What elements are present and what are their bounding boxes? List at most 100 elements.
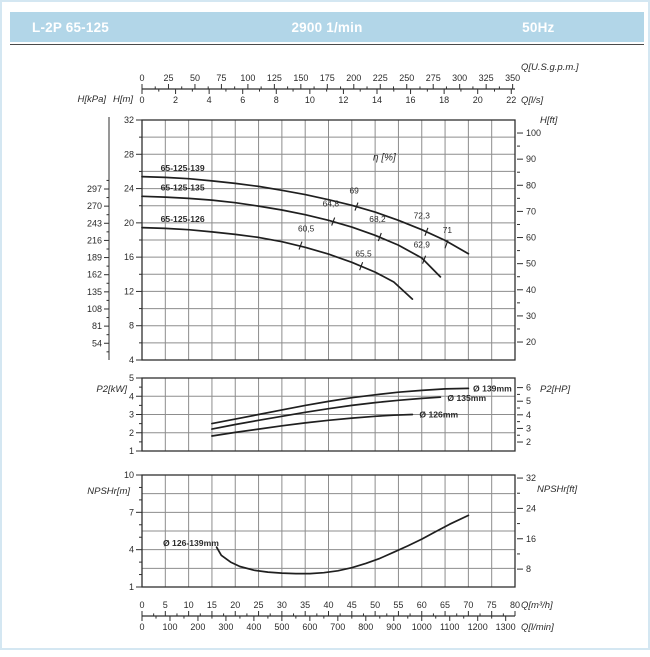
svg-text:800: 800 xyxy=(358,622,373,632)
svg-text:250: 250 xyxy=(399,73,414,83)
pump-model: L-2P 65-125 xyxy=(32,19,109,35)
axis-label-npshr-ft: NPSHr[ft] xyxy=(537,484,577,495)
axis-label-hft: H[ft] xyxy=(540,115,558,126)
svg-text:200: 200 xyxy=(346,73,361,83)
svg-text:32: 32 xyxy=(526,473,536,483)
svg-text:189: 189 xyxy=(87,253,102,263)
efficiency-tick xyxy=(298,241,303,250)
svg-text:60: 60 xyxy=(526,233,536,243)
curve-label--135mm: Ø 135mm xyxy=(447,393,486,403)
svg-text:4: 4 xyxy=(526,410,531,420)
svg-text:500: 500 xyxy=(274,622,289,632)
svg-text:4: 4 xyxy=(129,545,134,555)
curve-65-125-135 xyxy=(141,195,442,278)
svg-text:24: 24 xyxy=(124,184,134,194)
svg-text:4: 4 xyxy=(207,95,212,105)
efficiency-tick xyxy=(359,261,364,271)
svg-text:4: 4 xyxy=(129,391,134,401)
svg-text:75: 75 xyxy=(487,600,497,610)
svg-text:1: 1 xyxy=(129,446,134,456)
top-flow-ruler: 0 25 50 75 100 125 150 175 200 225 250 275 300 325 350… xyxy=(139,62,578,106)
svg-text:80: 80 xyxy=(526,180,536,190)
svg-text:12: 12 xyxy=(338,95,348,105)
svg-text:200: 200 xyxy=(190,622,205,632)
svg-text:4: 4 xyxy=(129,355,134,365)
svg-text:1100: 1100 xyxy=(440,622,459,632)
axis-label-lmin: Q[l/min] xyxy=(521,622,554,633)
curve--126mm xyxy=(211,413,414,437)
efficiency-label: 65,5 xyxy=(355,248,372,258)
svg-text:16: 16 xyxy=(406,95,416,105)
svg-text:5: 5 xyxy=(129,373,134,383)
svg-text:7: 7 xyxy=(129,507,134,517)
bottom-flow-ruler: 0 5 10 15 20 25 30 35 40 45 50 55 60 65 70 75 80 Q[m³/h] 0… xyxy=(139,600,554,633)
efficiency-label: 60,5 xyxy=(298,223,315,233)
svg-text:1: 1 xyxy=(129,582,134,592)
svg-text:16: 16 xyxy=(526,534,536,544)
svg-text:108: 108 xyxy=(87,304,102,314)
efficiency-label: 62,9 xyxy=(414,240,431,250)
efficiency-tick xyxy=(377,232,382,242)
curve--139mm xyxy=(211,387,470,425)
svg-text:900: 900 xyxy=(386,622,401,632)
svg-text:400: 400 xyxy=(246,622,261,632)
efficiency-label: 69 xyxy=(349,186,359,196)
svg-text:40: 40 xyxy=(526,285,536,295)
svg-text:1300: 1300 xyxy=(496,622,516,632)
svg-text:243: 243 xyxy=(87,218,102,228)
pump-frequency: 50Hz xyxy=(522,19,555,35)
axis-label-m3h: Q[m³/h] xyxy=(521,600,553,611)
svg-text:50: 50 xyxy=(526,259,536,269)
svg-text:2: 2 xyxy=(526,437,531,447)
svg-text:10: 10 xyxy=(184,600,194,610)
kpa-ruler: 54 81 108 135 162 189 216 243 270 297 xyxy=(87,117,110,360)
svg-text:0: 0 xyxy=(139,95,144,105)
efficiency-title: η [%] xyxy=(373,152,396,163)
axis-label-usgpm: Q[U.S.g.p.m.] xyxy=(521,62,579,73)
axis-label-p2kw: P2[kW] xyxy=(96,384,127,395)
header-bar: L-2P 65-125 2900 1/min 50Hz xyxy=(10,12,644,42)
svg-text:70: 70 xyxy=(463,600,473,610)
head-chart: 4812162024283254811081351621892162432702… xyxy=(77,94,557,365)
svg-text:0: 0 xyxy=(139,622,144,632)
svg-text:81: 81 xyxy=(92,321,102,331)
svg-text:20: 20 xyxy=(124,218,134,228)
efficiency-tick xyxy=(422,255,427,264)
svg-text:18: 18 xyxy=(439,95,449,105)
svg-text:270: 270 xyxy=(87,201,102,211)
curve-65-125-126 xyxy=(141,226,414,300)
svg-text:100: 100 xyxy=(526,128,541,138)
svg-text:8: 8 xyxy=(129,321,134,331)
svg-text:50: 50 xyxy=(190,73,200,83)
svg-text:20: 20 xyxy=(526,337,536,347)
svg-text:45: 45 xyxy=(347,600,357,610)
efficiency-label: 68,2 xyxy=(369,214,386,224)
svg-text:135: 135 xyxy=(87,287,102,297)
curve-label--126-139mm: Ø 126-139mm xyxy=(163,538,219,548)
curve-label-65-125-139: 65-125-139 xyxy=(161,163,205,173)
curve-label-65-125-135: 65-125-135 xyxy=(161,182,205,192)
efficiency-tick xyxy=(331,217,336,226)
svg-text:6: 6 xyxy=(240,95,245,105)
svg-text:100: 100 xyxy=(240,73,255,83)
svg-text:0: 0 xyxy=(139,600,144,610)
svg-text:40: 40 xyxy=(323,600,333,610)
header-rule xyxy=(10,44,644,45)
svg-text:50: 50 xyxy=(370,600,380,610)
svg-text:35: 35 xyxy=(300,600,310,610)
svg-text:32: 32 xyxy=(124,115,134,125)
curve-65-125-139 xyxy=(141,175,470,255)
svg-text:3: 3 xyxy=(526,423,531,433)
efficiency-label: 71 xyxy=(443,225,453,235)
svg-text:60: 60 xyxy=(417,600,427,610)
efficiency-tick xyxy=(354,202,359,211)
svg-text:20: 20 xyxy=(473,95,483,105)
efficiency-tick xyxy=(444,240,449,249)
svg-text:22: 22 xyxy=(506,95,516,105)
svg-text:65: 65 xyxy=(440,600,450,610)
svg-text:70: 70 xyxy=(526,206,536,216)
